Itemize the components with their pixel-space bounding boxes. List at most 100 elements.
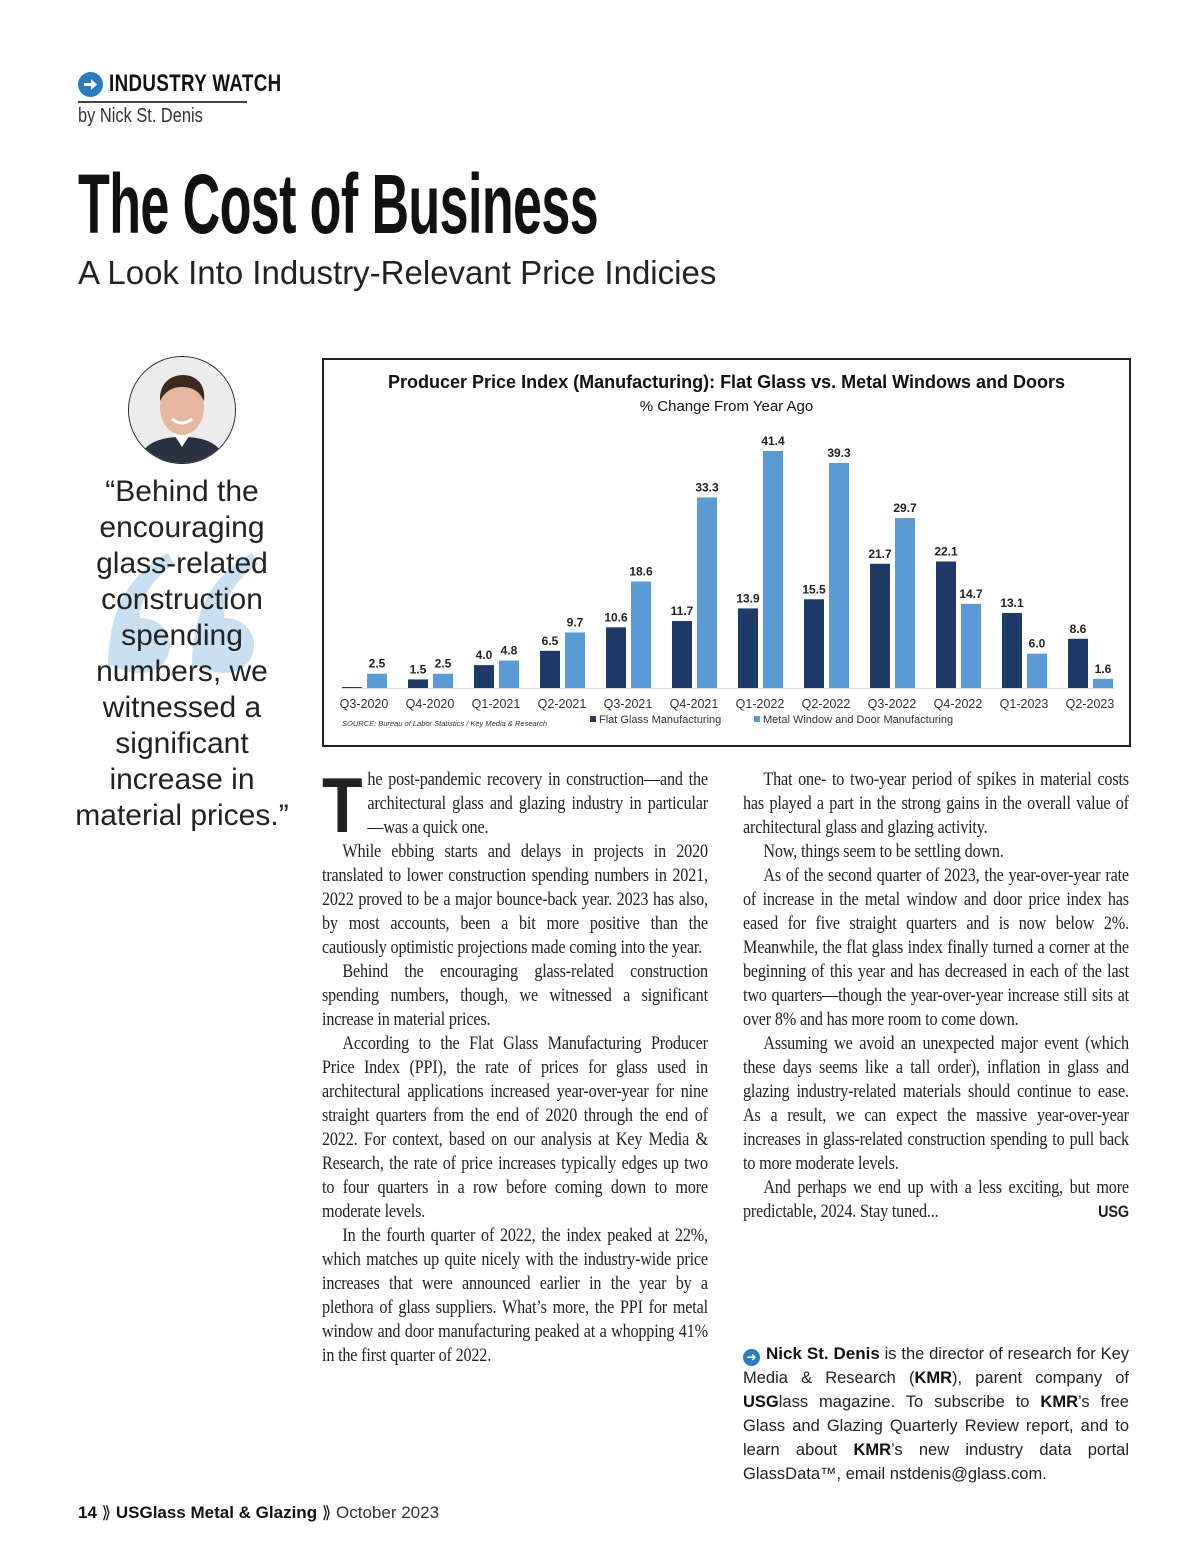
- x-tick-label: Q4-2020: [406, 697, 455, 711]
- paragraph: Now, things seem to be settling down.: [763, 841, 1004, 862]
- paragraph: Assuming we avoid an unexpected major ev…: [743, 1033, 1129, 1174]
- data-label: 15.5: [802, 582, 826, 596]
- bar-flat-glass: [1002, 613, 1022, 688]
- byline: by Nick St. Denis: [78, 105, 203, 127]
- bio-email-text: ’s new industry data portal GlassData™, …: [743, 1441, 1130, 1483]
- author-photo: [128, 356, 236, 464]
- data-label: 13.1: [1000, 596, 1024, 610]
- bar-flat-glass: [936, 561, 956, 688]
- data-label: 11.7: [671, 604, 694, 618]
- legend-label: Metal Window and Door Manufacturing: [763, 714, 953, 726]
- x-tick-label: Q2-2023: [1066, 697, 1115, 711]
- x-tick-label: Q3-2022: [868, 697, 917, 711]
- paragraph: As of the second quarter of 2023, the ye…: [743, 865, 1129, 1030]
- author-name: Nick St. Denis: [766, 1344, 880, 1363]
- ppi-chart: Producer Price Index (Manufacturing): Fl…: [322, 358, 1131, 747]
- x-tick-label: Q2-2022: [802, 697, 851, 711]
- paragraph: While ebbing starts and delays in projec…: [322, 841, 708, 958]
- bar-flat-glass: [870, 563, 890, 688]
- bar-metal-window-door: [829, 463, 849, 688]
- x-tick-label: Q4-2021: [670, 697, 719, 711]
- x-tick-label: Q1-2021: [472, 697, 521, 711]
- chart-source: SOURCE: Bureau of Labor Statistics / Key…: [342, 719, 547, 728]
- department-label: INDUSTRY WATCH: [109, 70, 282, 97]
- bar-flat-glass: [606, 627, 626, 688]
- arrow-circle-icon: [78, 71, 103, 97]
- data-label: 18.6: [629, 565, 653, 579]
- bar-metal-window-door: [1093, 678, 1113, 688]
- footer-separator: ⟫: [101, 1503, 112, 1522]
- paragraph-text: And perhaps we end up with a less exciti…: [743, 1177, 1129, 1222]
- data-label: 29.7: [893, 501, 917, 515]
- data-label: 8.6: [1070, 622, 1087, 636]
- drop-cap: T: [322, 761, 363, 849]
- data-label: 33.3: [695, 480, 719, 494]
- data-label: 6.0: [1029, 637, 1046, 651]
- x-tick-label: Q2-2021: [538, 697, 587, 711]
- data-label: 21.7: [868, 547, 892, 561]
- bar-metal-window-door: [1027, 653, 1047, 688]
- bar-flat-glass: [672, 621, 692, 688]
- end-mark: USG: [1098, 1202, 1129, 1221]
- legend-swatch: [754, 716, 760, 722]
- chart-plot: 2.5 Q3-2020 1.5 2.5 Q4-2020 4.0 4.8 Q1-2021 6.5 9…: [340, 434, 1115, 728]
- bio-kmr: KMR: [853, 1441, 892, 1459]
- paragraph-text: he post-pandemic recovery in constructio…: [367, 769, 708, 838]
- department-header: INDUSTRY WATCH: [78, 70, 330, 98]
- paragraph: Behind the encouraging glass-related con…: [322, 961, 708, 1030]
- data-label: 4.0: [476, 648, 493, 662]
- arrow-circle-icon: ➜: [743, 1349, 760, 1366]
- bar-metal-window-door: [631, 581, 651, 688]
- data-label: 1.5: [410, 662, 427, 676]
- bar-flat-glass: [342, 687, 362, 688]
- pull-quote: “Behind the encouraging glass-related co…: [75, 475, 289, 832]
- bar-flat-glass: [408, 679, 428, 688]
- bio-text: lass magazine. To subscribe to: [778, 1393, 1041, 1411]
- bio-text: ’s free Glass and Glazing Quarterly Revi…: [743, 1393, 1129, 1459]
- bio-text: ), parent company of: [952, 1369, 1129, 1387]
- article-column-2: That one- to two-year period of spikes i…: [743, 768, 1129, 1224]
- chart-subtitle: % Change From Year Ago: [639, 398, 814, 415]
- data-label: 1.6: [1095, 662, 1112, 676]
- publication-name: USGlass Metal & Glazing: [115, 1503, 318, 1522]
- chart-title: Producer Price Index (Manufacturing): Fl…: [388, 372, 1065, 392]
- page-footer: 14 ⟫ USGlass Metal & Glazing ⟫ October 2…: [78, 1503, 439, 1523]
- article-subtitle: A Look Into Industry-Relevant Price Indi…: [78, 254, 717, 291]
- data-label: 22.1: [934, 544, 958, 558]
- bio-usg: USG: [743, 1393, 779, 1411]
- quote-mark-icon: [108, 553, 258, 673]
- article-title: The Cost of Business: [78, 157, 599, 251]
- data-label: 4.8: [501, 644, 518, 658]
- bar-flat-glass: [540, 650, 560, 688]
- bio-text: is the director of research for Key Medi…: [743, 1345, 1130, 1387]
- data-label: 41.4: [761, 434, 785, 448]
- header-rule: [78, 101, 247, 103]
- x-tick-label: Q1-2022: [736, 697, 785, 711]
- legend-label: Flat Glass Manufacturing: [599, 714, 721, 726]
- x-tick-label: Q3-2021: [604, 697, 653, 711]
- issue-date: October 2023: [336, 1503, 440, 1522]
- data-label: 2.5: [435, 657, 452, 671]
- legend-swatch: [590, 716, 596, 722]
- bar-flat-glass: [738, 608, 758, 688]
- bar-metal-window-door: [499, 660, 519, 688]
- bar-metal-window-door: [565, 632, 585, 688]
- data-label: 9.7: [567, 615, 584, 629]
- data-label: 13.9: [736, 591, 760, 605]
- x-tick-label: Q3-2020: [340, 697, 389, 711]
- paragraph: According to the Flat Glass Manufacturin…: [322, 1033, 708, 1222]
- data-label: 6.5: [542, 634, 559, 648]
- x-tick-label: Q4-2022: [934, 697, 983, 711]
- x-tick-label: Q1-2023: [1000, 697, 1049, 711]
- bar-flat-glass: [474, 665, 494, 688]
- data-label: 10.6: [604, 610, 628, 624]
- paragraph: And perhaps we end up with a less exciti…: [743, 1176, 1129, 1224]
- bar-flat-glass: [1068, 638, 1088, 688]
- author-bio: ➜ Nick St. Denis is the director of resea…: [743, 1342, 1129, 1486]
- bar-flat-glass: [804, 599, 824, 688]
- paragraph: That one- to two-year period of spikes i…: [743, 769, 1129, 838]
- bar-metal-window-door: [961, 603, 981, 688]
- bar-metal-window-door: [697, 497, 717, 688]
